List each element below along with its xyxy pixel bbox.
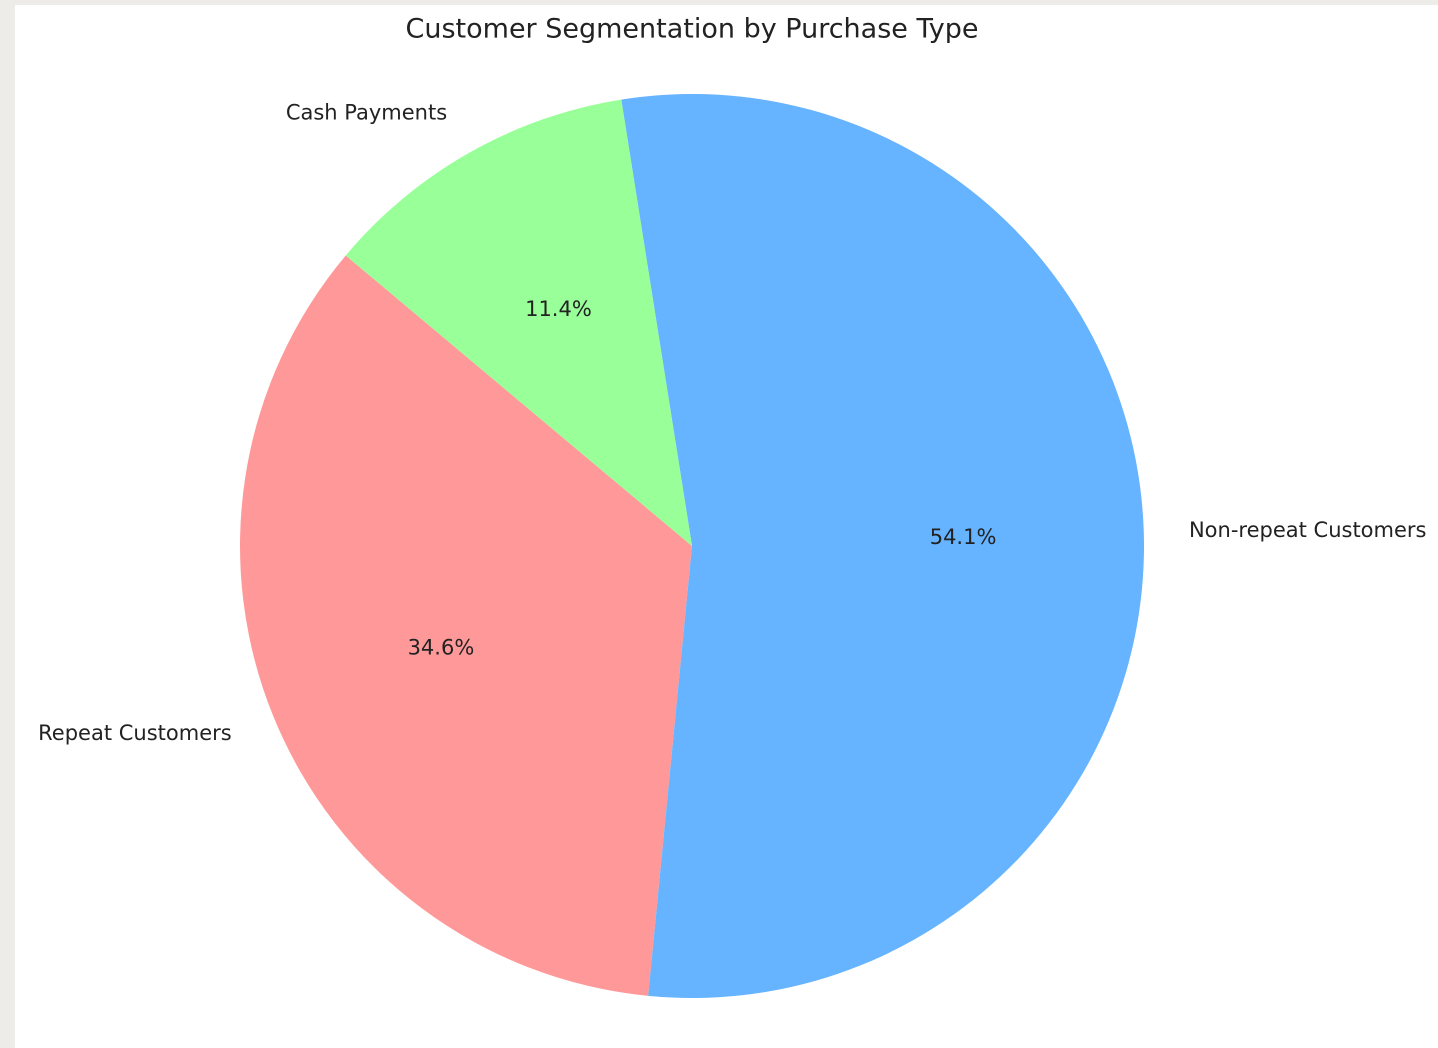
- slice-label: Non-repeat Customers: [1189, 518, 1427, 542]
- value-label: 11.4%: [525, 297, 592, 321]
- value-label: 34.6%: [408, 636, 475, 660]
- pie-slice: [240, 255, 692, 996]
- slice-label: Repeat Customers: [38, 721, 232, 745]
- chart-title: Customer Segmentation by Purchase Type: [406, 14, 979, 45]
- slice-label: Cash Payments: [286, 100, 447, 124]
- value-label: 54.1%: [930, 525, 997, 549]
- pie-slice: [621, 93, 1145, 998]
- pie-slice: [345, 99, 692, 546]
